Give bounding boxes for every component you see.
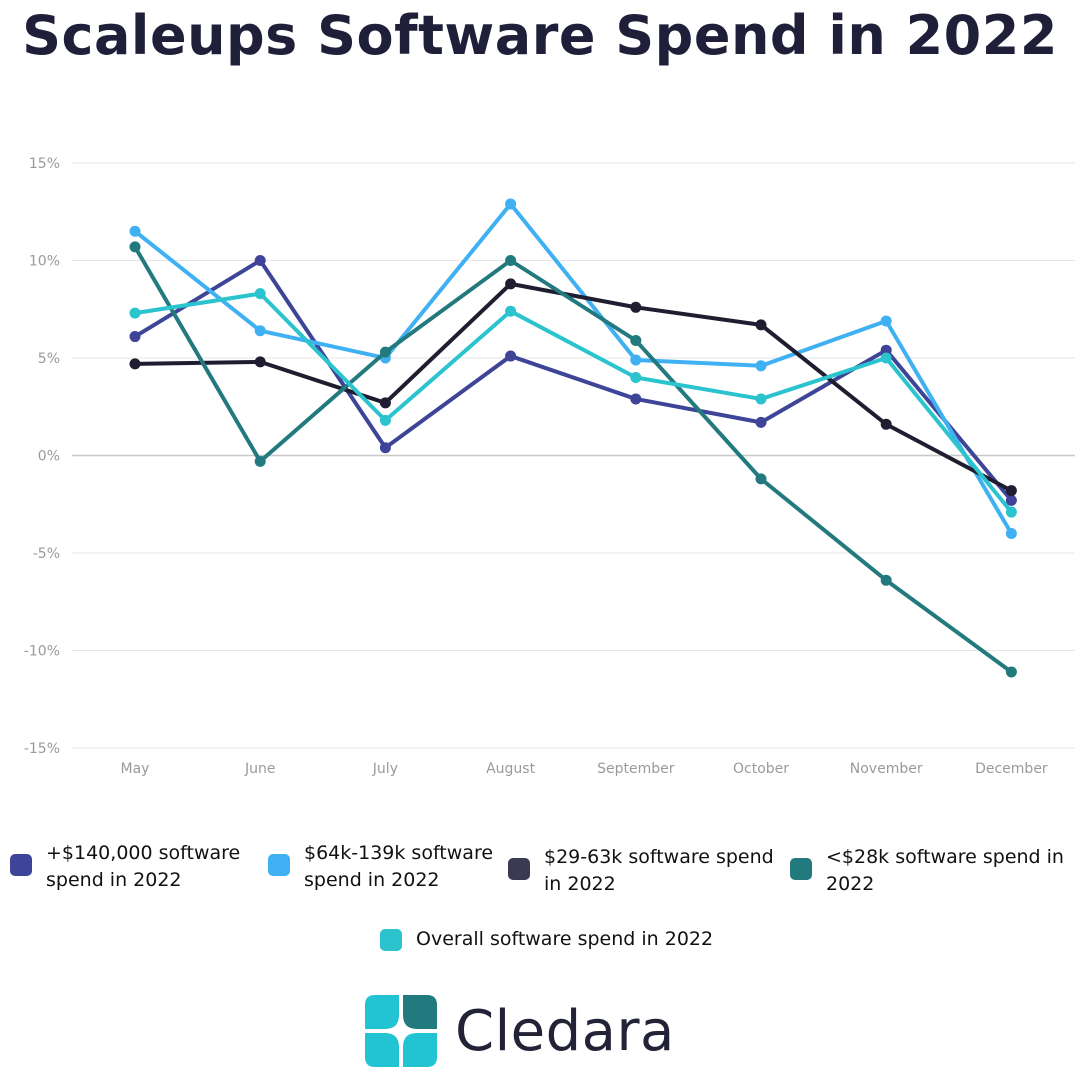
legend-item-140k: +$140,000 software spend in 2022 (10, 840, 255, 894)
data-point (129, 358, 141, 370)
data-point (254, 455, 266, 467)
data-point (254, 325, 266, 337)
legend-label-under-28k: <$28k software spend in 2022 (826, 846, 1064, 895)
legend-swatch-overall (380, 929, 402, 951)
data-point (129, 331, 141, 343)
series-line (133, 291, 1014, 515)
x-tick-label: August (486, 761, 536, 777)
data-point (880, 574, 892, 586)
chart-grid (72, 162, 1075, 749)
x-tick-label: November (850, 761, 923, 777)
legend-item-64k-139k: $64k-139k software spend in 2022 (268, 840, 508, 894)
data-point (505, 350, 517, 362)
series-line (133, 281, 1014, 493)
legend-swatch-under-28k (790, 858, 812, 880)
data-point (880, 352, 892, 364)
y-tick-label: 0% (38, 449, 60, 465)
legend-item-under-28k: <$28k software spend in 2022 (790, 844, 1075, 898)
y-axis-ticks: 15% 10% 5% 0% -5% -10% -15% (24, 156, 60, 757)
series-3 (129, 241, 1017, 678)
data-point (755, 416, 767, 428)
legend-label-overall: Overall software spend in 2022 (416, 928, 714, 950)
data-point (129, 225, 141, 237)
data-point (254, 356, 266, 368)
data-point (1005, 485, 1017, 497)
data-point (755, 319, 767, 331)
data-point (755, 360, 767, 372)
y-tick-label: -5% (33, 546, 60, 562)
y-tick-label: -10% (24, 644, 60, 660)
y-tick-label: 5% (38, 351, 60, 367)
series-line (133, 244, 1014, 674)
legend-item-29-63k: $29-63k software spend in 2022 (508, 844, 793, 898)
line-chart: 15% 10% 5% 0% -5% -10% -15% May June July August S… (24, 156, 1075, 777)
y-tick-label: 10% (29, 254, 60, 270)
brand-logo: Cledara (365, 995, 675, 1067)
data-point (630, 354, 642, 366)
y-tick-label: -15% (24, 741, 60, 757)
series-line (133, 258, 1014, 503)
data-point (630, 372, 642, 383)
legend-label-64k-139k: $64k-139k software spend in 2022 (304, 842, 494, 891)
y-tick-label: 15% (29, 156, 60, 172)
data-point (505, 278, 517, 290)
data-point (1005, 528, 1017, 539)
series-0 (129, 255, 1017, 506)
brand-name: Cledara (455, 998, 675, 1064)
chart-series (129, 198, 1017, 678)
data-point (630, 301, 642, 313)
series-4 (129, 288, 1017, 518)
legend-swatch-140k (10, 854, 32, 876)
legend-item-overall: Overall software spend in 2022 (380, 926, 760, 953)
series-line (133, 201, 1014, 536)
series-2 (129, 278, 1017, 497)
data-point (129, 241, 141, 253)
legend-swatch-29-63k (508, 858, 530, 880)
x-tick-label: December (975, 761, 1048, 777)
data-point (505, 198, 517, 210)
data-point (379, 442, 391, 454)
data-point (880, 418, 892, 430)
series-1 (129, 198, 1017, 539)
data-point (379, 346, 391, 358)
data-point (880, 315, 892, 327)
x-axis-ticks: May June July August September October Novembe… (121, 761, 1048, 777)
data-point (1005, 506, 1017, 518)
data-point (379, 414, 391, 426)
page-title: Scaleups Software Spend in 2022 (22, 4, 1058, 67)
data-point (129, 307, 141, 319)
data-point (254, 255, 266, 266)
data-point (1005, 666, 1017, 678)
data-point (505, 305, 517, 317)
data-point (254, 288, 266, 300)
x-tick-label: May (121, 761, 150, 777)
data-point (379, 397, 391, 409)
x-tick-label: June (244, 761, 276, 777)
data-point (755, 473, 767, 485)
legend-label-29-63k: $29-63k software spend in 2022 (544, 846, 774, 895)
cledara-logo-icon (365, 995, 437, 1067)
data-point (630, 393, 642, 405)
data-point (505, 255, 517, 266)
x-tick-label: July (372, 761, 398, 777)
data-point (630, 334, 642, 346)
data-point (1005, 494, 1017, 506)
legend-swatch-64k-139k (268, 854, 290, 876)
data-point (755, 393, 767, 405)
data-point (880, 344, 892, 356)
legend-label-140k: +$140,000 software spend in 2022 (46, 842, 241, 891)
x-tick-label: September (597, 761, 675, 777)
x-tick-label: October (733, 761, 789, 777)
